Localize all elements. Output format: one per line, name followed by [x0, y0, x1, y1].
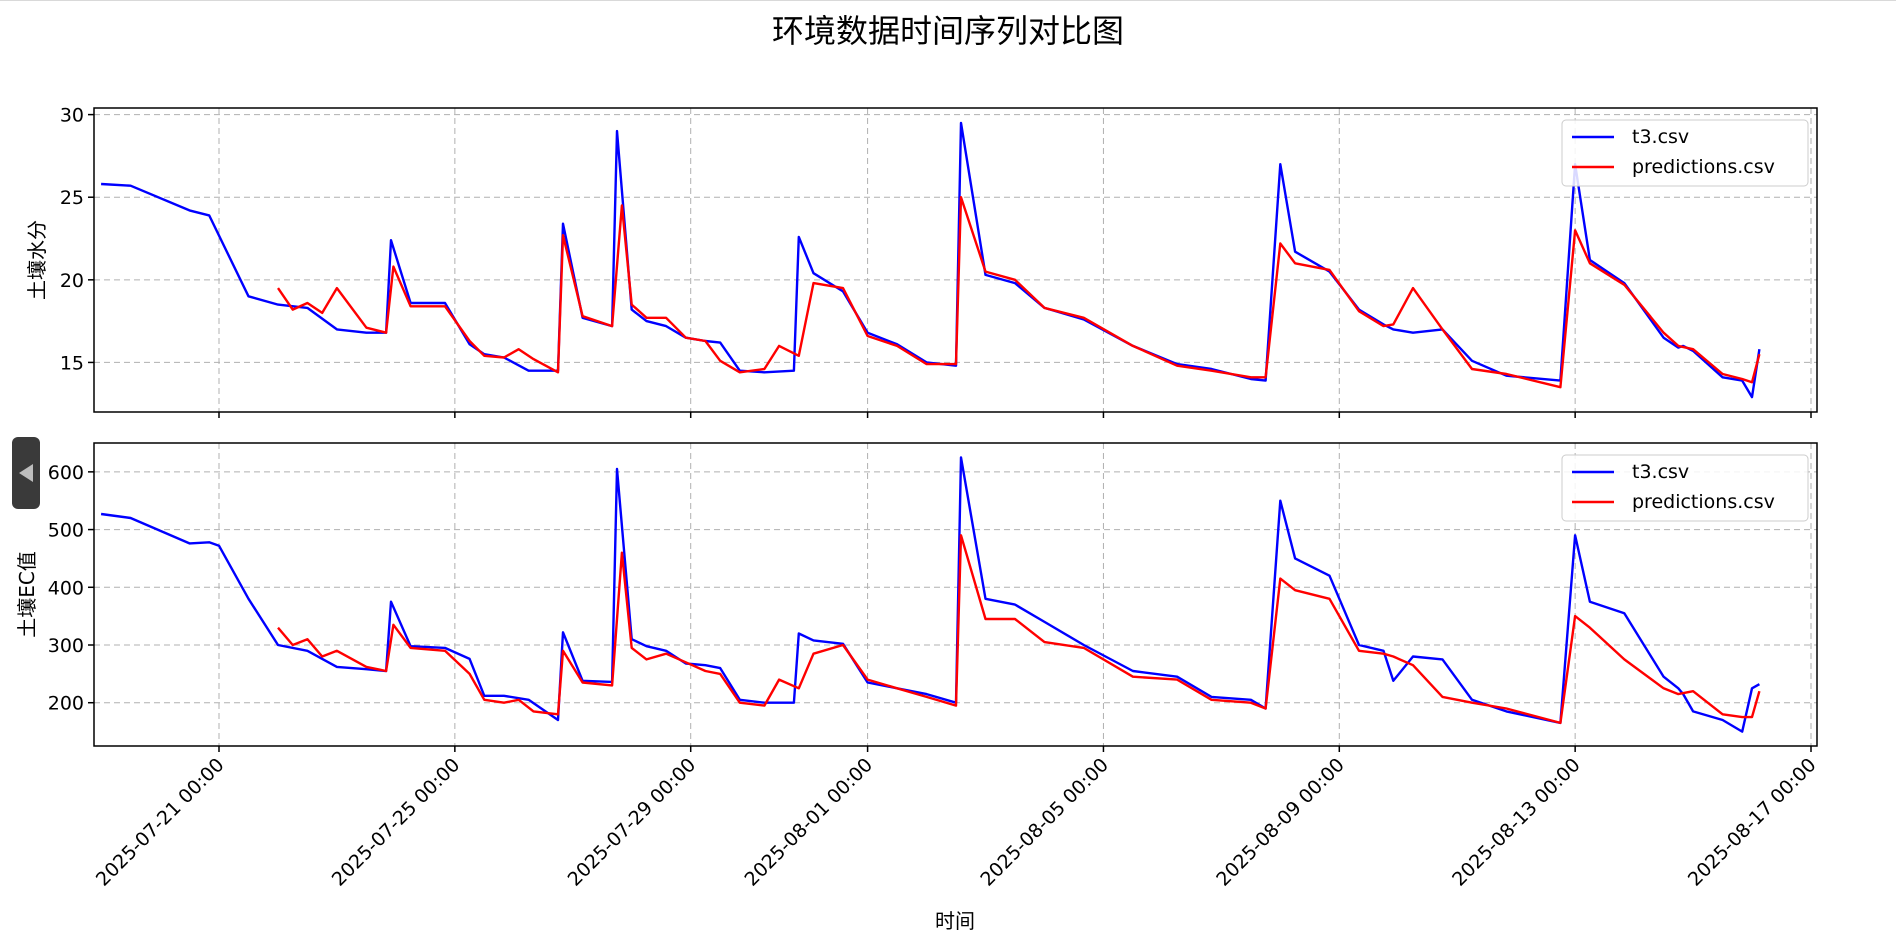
y-tick-label: 400 — [48, 577, 84, 599]
top-border — [0, 0, 1896, 1]
sidebar-toggle-button[interactable] — [12, 437, 40, 509]
figure-title: 环境数据时间序列对比图 — [772, 12, 1124, 50]
chart-panel-2: 200 300 400 500 600 土壤EC值 t3.csv predictions.cs… — [15, 442, 1818, 752]
series-line-t3 — [101, 121, 1761, 399]
x-tick-label: 2025-08-05 00:00 — [976, 754, 1113, 891]
legend-box — [1561, 454, 1809, 522]
x-tick-label: 2025-08-13 00:00 — [1448, 754, 1585, 891]
y-tick-label: 30 — [60, 105, 84, 127]
legend-label: t3.csv — [1632, 461, 1689, 483]
y-tick-label: 500 — [48, 520, 84, 542]
x-tick-label: 2025-08-17 00:00 — [1684, 754, 1821, 891]
chevron-left-icon — [19, 464, 33, 482]
x-tick-label: 2025-07-29 00:00 — [564, 754, 701, 891]
legend-label: predictions.csv — [1632, 156, 1775, 178]
x-tick-label: 2025-08-01 00:00 — [741, 754, 878, 891]
series-line-t3 — [100, 456, 1760, 733]
legend-label: predictions.csv — [1632, 491, 1775, 513]
y-tick-label: 200 — [48, 693, 84, 715]
plot-frame — [93, 442, 1818, 747]
y-axis-label: 土壤水分 — [25, 220, 49, 300]
x-axis-label: 时间 — [935, 909, 975, 933]
legend-label: t3.csv — [1632, 126, 1689, 148]
y-tick-label: 25 — [60, 187, 84, 209]
x-tick-label: 2025-08-09 00:00 — [1212, 754, 1349, 891]
series-line-predictions — [277, 534, 1761, 725]
y-axis-label: 土壤EC值 — [15, 551, 39, 638]
series-line-predictions — [277, 196, 1761, 389]
y-tick-label: 600 — [48, 462, 84, 484]
x-tick-label: 2025-07-21 00:00 — [92, 754, 229, 891]
y-tick-label: 15 — [60, 352, 84, 374]
legend-box — [1561, 119, 1809, 187]
chart-panel-1: 15 20 25 30 土壤水分 t3.csv predictions.csv — [25, 105, 1818, 418]
y-tick-label: 20 — [60, 270, 84, 292]
y-tick-label: 300 — [48, 635, 84, 657]
x-tick-label: 2025-07-25 00:00 — [328, 754, 465, 891]
plot-frame — [93, 107, 1818, 413]
